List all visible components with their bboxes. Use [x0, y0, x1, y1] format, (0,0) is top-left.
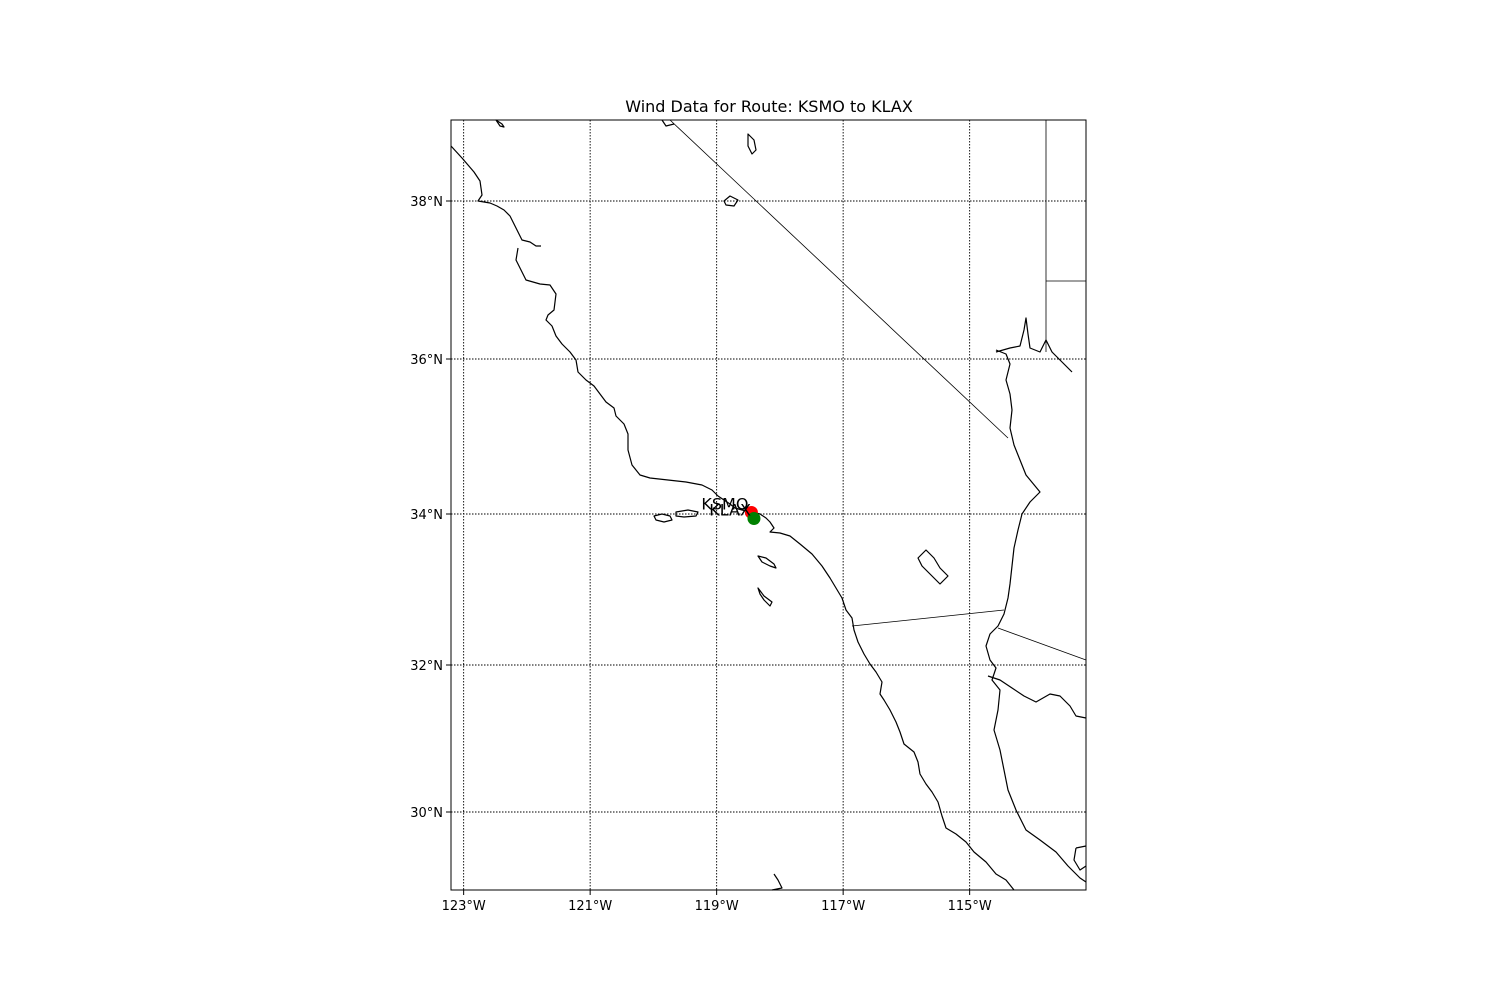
- california-nevada-border: [669, 119, 1009, 439]
- mexico-state-border: [997, 627, 1087, 661]
- station-label-ksmo: KSMO: [701, 494, 748, 513]
- x-tick-label: 119°W: [695, 899, 739, 914]
- x-tick-label: 123°W: [442, 899, 486, 914]
- us-mexico-border: [851, 609, 1005, 627]
- top-edge-shoreline: [661, 119, 675, 127]
- sonora-coastline: [987, 675, 1087, 719]
- map-frame: [450, 119, 1087, 891]
- salton-sea: [917, 549, 949, 585]
- longitude-tick-labels: 123°W 121°W 119°W 117°W 115°W: [442, 890, 992, 914]
- map-title: Wind Data for Route: KSMO to KLAX: [625, 97, 913, 116]
- coastlines: [450, 119, 1087, 891]
- political-borders: [669, 119, 1087, 661]
- station-marker-klax: [747, 512, 761, 526]
- y-tick-label: 36°N: [410, 353, 443, 368]
- southeast-coastline: [1073, 845, 1087, 871]
- station-label-klax: KLAX: [709, 501, 751, 520]
- x-tick-label: 121°W: [568, 899, 612, 914]
- santa-rosa-island: [675, 509, 699, 518]
- lake-tahoe: [747, 133, 757, 155]
- y-tick-label: 38°N: [410, 195, 443, 210]
- mainland-coastline: [450, 145, 1015, 891]
- x-tick-label: 117°W: [821, 899, 865, 914]
- latitude-tick-labels: 30°N 32°N 34°N 36°N 38°N: [410, 195, 451, 821]
- y-tick-label: 34°N: [410, 508, 443, 523]
- san-clemente-island: [757, 587, 773, 607]
- y-tick-label: 32°N: [410, 659, 443, 674]
- colorado-delta-coastline: [995, 317, 1073, 373]
- mono-lake: [723, 195, 739, 207]
- southern-shoreline: [771, 873, 783, 891]
- graticule: [451, 120, 1086, 890]
- catalina-island: [757, 555, 777, 569]
- x-tick-label: 115°W: [948, 899, 992, 914]
- gulf-coastline: [985, 349, 1087, 883]
- northern-island: [495, 119, 505, 128]
- y-tick-label: 30°N: [410, 806, 443, 821]
- santa-cruz-island: [653, 513, 673, 523]
